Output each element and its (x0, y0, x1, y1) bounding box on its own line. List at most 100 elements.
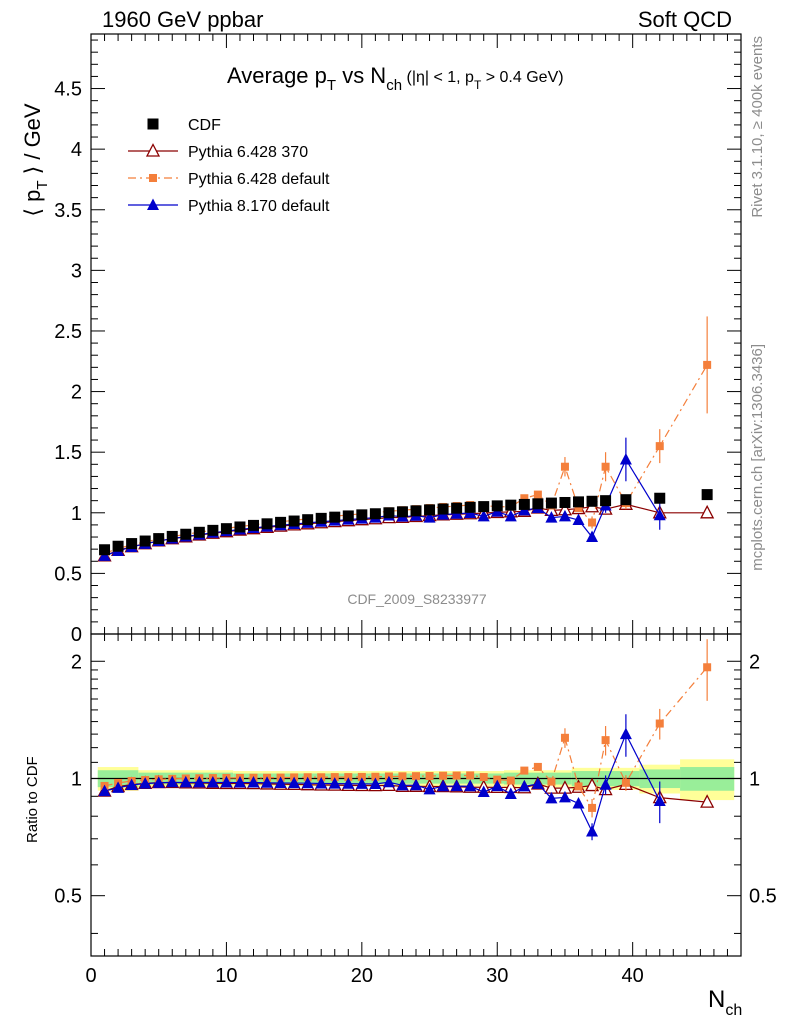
legend-label: CDF (188, 117, 221, 134)
ratio-data-point (466, 771, 475, 780)
data-point (532, 498, 544, 510)
x-tick-label: 10 (215, 965, 237, 987)
data-point (193, 526, 205, 538)
ratio-data-point (450, 779, 463, 792)
series-line (104, 458, 661, 557)
ratio-data-point (220, 775, 233, 788)
ratio-data-point (274, 776, 287, 788)
y-tick-label-ratio-right: 0.5 (749, 886, 777, 908)
ratio-data-point (547, 777, 556, 786)
data-point (451, 502, 463, 514)
x-tick-label: 40 (622, 965, 644, 987)
title-cut1: (|η| < 1, p (402, 69, 474, 86)
title-mid-sub: ch (386, 77, 402, 94)
data-point (261, 518, 273, 530)
data-point (586, 495, 598, 507)
data-point (248, 519, 259, 531)
data-point (572, 513, 585, 526)
ratio-data-point (233, 776, 246, 788)
ratio-data-point (315, 777, 328, 789)
data-point (369, 508, 381, 520)
y-tick-label-top: 0.5 (54, 563, 82, 585)
data-point (424, 504, 436, 516)
ratio-data-point (479, 773, 488, 782)
x-tick-label: 30 (486, 965, 508, 987)
ratio-panel-series (97, 639, 715, 841)
ratio-data-point (330, 773, 339, 782)
ratio-data-point (357, 772, 366, 781)
header-right-label: Soft QCD (638, 7, 732, 32)
data-point (126, 538, 138, 550)
data-point (620, 494, 632, 506)
x-tick-label: 20 (351, 965, 373, 987)
legend-marker (147, 198, 159, 210)
data-point (654, 492, 666, 504)
data-point (275, 516, 287, 528)
data-point (558, 509, 571, 522)
ratio-data-point (621, 778, 630, 787)
data-point (504, 509, 517, 522)
data-point (700, 504, 715, 519)
ratio-data-point (98, 784, 111, 797)
data-point (545, 497, 557, 509)
ratio-data-point (139, 777, 152, 789)
x-axis-label: Nch (708, 986, 742, 1019)
top-panel-series (97, 316, 715, 562)
ratio-data-point (506, 776, 515, 785)
data-point (302, 514, 314, 526)
ratio-data-point (261, 776, 274, 788)
ratio-data-point (493, 775, 502, 784)
data-point (653, 508, 666, 521)
ratio-data-point (560, 733, 569, 742)
title-cut-sub: T (474, 78, 482, 92)
ratio-data-point (342, 777, 355, 789)
data-point (437, 503, 449, 515)
title-main: Average p (227, 63, 327, 88)
y-tick-label-top: 2 (71, 382, 82, 404)
ratio-data-point (599, 778, 612, 790)
ratio-data-point (355, 777, 368, 789)
ratio-data-point (700, 794, 715, 808)
y-tick-label-top: 3.5 (54, 200, 82, 222)
analysis-label: CDF_2009_S8233977 (347, 591, 487, 607)
y-tick-label-top: 4.5 (54, 79, 82, 101)
data-point (703, 360, 712, 369)
ratio-data-point (584, 777, 600, 792)
data-point (601, 462, 610, 471)
ratio-data-point (504, 787, 517, 799)
side-label-bottom: mcplots.cern.ch [arXiv:1306.3436] (749, 344, 766, 571)
ratio-data-point (328, 777, 341, 789)
series-line (104, 364, 708, 554)
ratio-data-point (653, 794, 666, 807)
xlabel-sub: ch (725, 1002, 742, 1019)
ratio-data-point (369, 777, 382, 790)
ratio-panel-frame (90, 633, 742, 957)
data-point (356, 509, 368, 521)
data-point (396, 506, 408, 518)
data-point (112, 540, 124, 552)
data-point (288, 515, 300, 527)
ratio-data-point (382, 775, 395, 788)
ratio-data-point (166, 775, 179, 788)
data-point (477, 509, 490, 522)
data-point (180, 528, 192, 540)
data-point (410, 505, 422, 517)
ratio-data-point (545, 791, 558, 804)
ratio-series-line (104, 732, 661, 834)
data-point (701, 489, 713, 501)
ratio-data-point (193, 775, 206, 788)
data-point (166, 530, 178, 542)
ratio-data-point (491, 779, 504, 792)
data-point (153, 533, 165, 545)
ratio-data-point (464, 779, 477, 792)
data-point (545, 511, 558, 523)
ratio-data-point (112, 781, 125, 793)
ratio-data-point (655, 719, 664, 728)
data-point (574, 503, 583, 512)
legend-label: Pythia 8.170 default (188, 198, 330, 215)
axis-ticks (90, 34, 742, 956)
data-point (207, 524, 219, 536)
ratio-data-point (558, 790, 571, 803)
ratio-data-point (371, 772, 380, 781)
ratio-data-point (520, 766, 529, 775)
